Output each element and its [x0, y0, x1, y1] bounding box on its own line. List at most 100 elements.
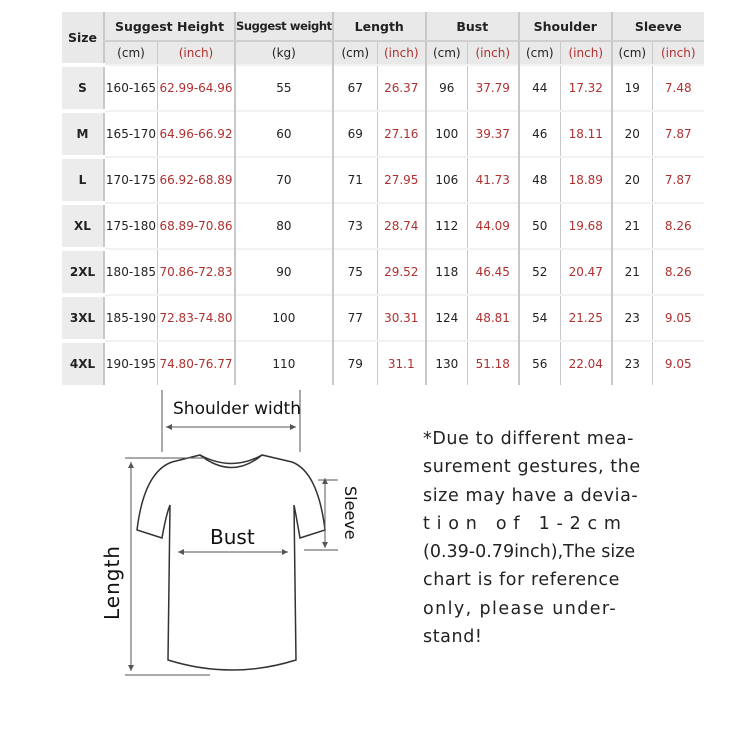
note-line: *Due to different mea-	[423, 429, 634, 449]
bust-label: Bust	[210, 525, 255, 549]
table-row: 3XL 185-190 72.83-74.80 100 77 30.31 124 48.81 5…	[62, 293, 704, 341]
unit-inch: (inch)	[651, 41, 704, 65]
cell-size: M	[62, 109, 104, 157]
unit-inch: (inch)	[559, 41, 612, 65]
cell-length-in: 28.74	[376, 202, 426, 249]
header-height: Suggest Height	[103, 12, 235, 42]
cell-weight: 90	[234, 248, 333, 295]
header-weight: Suggest weight	[234, 12, 333, 42]
header-size: Size	[62, 12, 104, 66]
cell-height-cm: 170-175	[103, 156, 158, 203]
cell-length-cm: 75	[331, 248, 378, 295]
cell-length-in: 27.95	[376, 156, 426, 203]
cell-length-cm: 71	[331, 156, 378, 203]
note-line: stand!	[423, 627, 483, 648]
note-line: (0.39-0.79inch),The size	[423, 542, 636, 563]
unit-cm: (cm)	[517, 41, 561, 65]
cell-sleeve-cm: 20	[610, 110, 653, 157]
table-row: L 170-175 66.92-68.89 70 71 27.95 106 41.73 48 18…	[62, 155, 704, 203]
tshirt-outline	[136, 454, 326, 671]
cell-shoulder-in: 18.89	[559, 156, 612, 203]
cell-size: 2XL	[62, 247, 104, 295]
cell-weight: 55	[234, 64, 333, 111]
cell-length-cm: 79	[331, 340, 378, 385]
cell-length-in: 30.31	[376, 294, 426, 341]
cell-shoulder-in: 21.25	[559, 294, 612, 341]
cell-shoulder-cm: 44	[517, 64, 561, 111]
cell-bust-cm: 106	[424, 156, 468, 203]
cell-height-in: 62.99-64.96	[157, 64, 235, 111]
cell-size: 3XL	[62, 293, 104, 341]
shoulder-width-label: Shoulder width	[173, 399, 301, 419]
unit-inch: (inch)	[376, 41, 426, 65]
cell-weight: 100	[234, 294, 333, 341]
note-line: only, please under-	[423, 598, 618, 619]
cell-weight: 80	[234, 202, 333, 249]
unit-cm: (cm)	[103, 41, 158, 65]
unit-cm: (cm)	[610, 41, 653, 65]
cell-shoulder-cm: 46	[517, 110, 561, 157]
cell-length-cm: 77	[331, 294, 378, 341]
cell-bust-cm: 118	[424, 248, 468, 295]
cell-bust-in: 37.79	[466, 64, 519, 111]
length-label: Length	[100, 545, 124, 620]
cell-bust-cm: 112	[424, 202, 468, 249]
header-length: Length	[331, 12, 426, 42]
cell-shoulder-cm: 50	[517, 202, 561, 249]
cell-height-cm: 180-185	[103, 248, 158, 295]
cell-sleeve-cm: 21	[610, 248, 653, 295]
cell-bust-in: 48.81	[466, 294, 519, 341]
cell-weight: 70	[234, 156, 333, 203]
sleeve-label: Sleeve	[341, 486, 360, 540]
cell-sleeve-in: 8.26	[651, 202, 704, 249]
note-line: size may have a devia-	[423, 485, 639, 506]
cell-height-in: 68.89-70.86	[157, 202, 235, 249]
cell-sleeve-cm: 23	[610, 340, 653, 385]
cell-height-in: 72.83-74.80	[157, 294, 235, 341]
unit-cm: (cm)	[424, 41, 468, 65]
table-row: 4XL 190-195 74.80-76.77 110 79 31.1 130 51.18 56…	[62, 339, 704, 385]
cell-length-in: 31.1	[376, 340, 426, 385]
table-row: S 160-165 62.99-64.96 55 67 26.37 96 37.79 44 17.…	[62, 63, 704, 111]
note-line: surement gestures, the	[423, 457, 641, 478]
cell-size: XL	[62, 201, 104, 249]
cell-sleeve-cm: 19	[610, 64, 653, 111]
unit-inch: (inch)	[157, 41, 235, 65]
cell-sleeve-cm: 21	[610, 202, 653, 249]
cell-height-cm: 175-180	[103, 202, 158, 249]
cell-bust-in: 39.37	[466, 110, 519, 157]
cell-bust-in: 44.09	[466, 202, 519, 249]
cell-sleeve-in: 7.48	[651, 64, 704, 111]
cell-shoulder-cm: 54	[517, 294, 561, 341]
cell-weight: 110	[234, 340, 333, 385]
cell-weight: 60	[234, 110, 333, 157]
cell-shoulder-cm: 48	[517, 156, 561, 203]
header-sleeve: Sleeve	[610, 12, 704, 42]
table-row: XL 175-180 68.89-70.86 80 73 28.74 112 44.09 50 1…	[62, 201, 704, 249]
header-shoulder: Shoulder	[517, 12, 612, 42]
cell-bust-cm: 124	[424, 294, 468, 341]
cell-height-in: 74.80-76.77	[157, 340, 235, 385]
unit-inch: (inch)	[466, 41, 519, 65]
cell-length-cm: 67	[331, 64, 378, 111]
cell-sleeve-in: 7.87	[651, 110, 704, 157]
cell-sleeve-in: 8.26	[651, 248, 704, 295]
unit-cm: (cm)	[331, 41, 378, 65]
cell-height-cm: 190-195	[103, 340, 158, 385]
cell-size: S	[62, 63, 104, 111]
cell-shoulder-in: 19.68	[559, 202, 612, 249]
cell-sleeve-in: 9.05	[651, 340, 704, 385]
deviation-note: *Due to different mea- surement gestures…	[423, 425, 641, 651]
cell-bust-in: 51.18	[466, 340, 519, 385]
cell-size: L	[62, 155, 104, 203]
cell-shoulder-cm: 56	[517, 340, 561, 385]
cell-length-in: 27.16	[376, 110, 426, 157]
note-line: t i o n o f 1 - 2 c m	[423, 513, 622, 534]
cell-length-in: 29.52	[376, 248, 426, 295]
unit-kg: (kg)	[234, 41, 333, 65]
note-line: chart is for reference	[423, 570, 620, 591]
cell-size: 4XL	[62, 339, 104, 385]
cell-bust-in: 41.73	[466, 156, 519, 203]
cell-shoulder-in: 18.11	[559, 110, 612, 157]
table-row: 2XL 180-185 70.86-72.83 90 75 29.52 118 46.45 52…	[62, 247, 704, 295]
